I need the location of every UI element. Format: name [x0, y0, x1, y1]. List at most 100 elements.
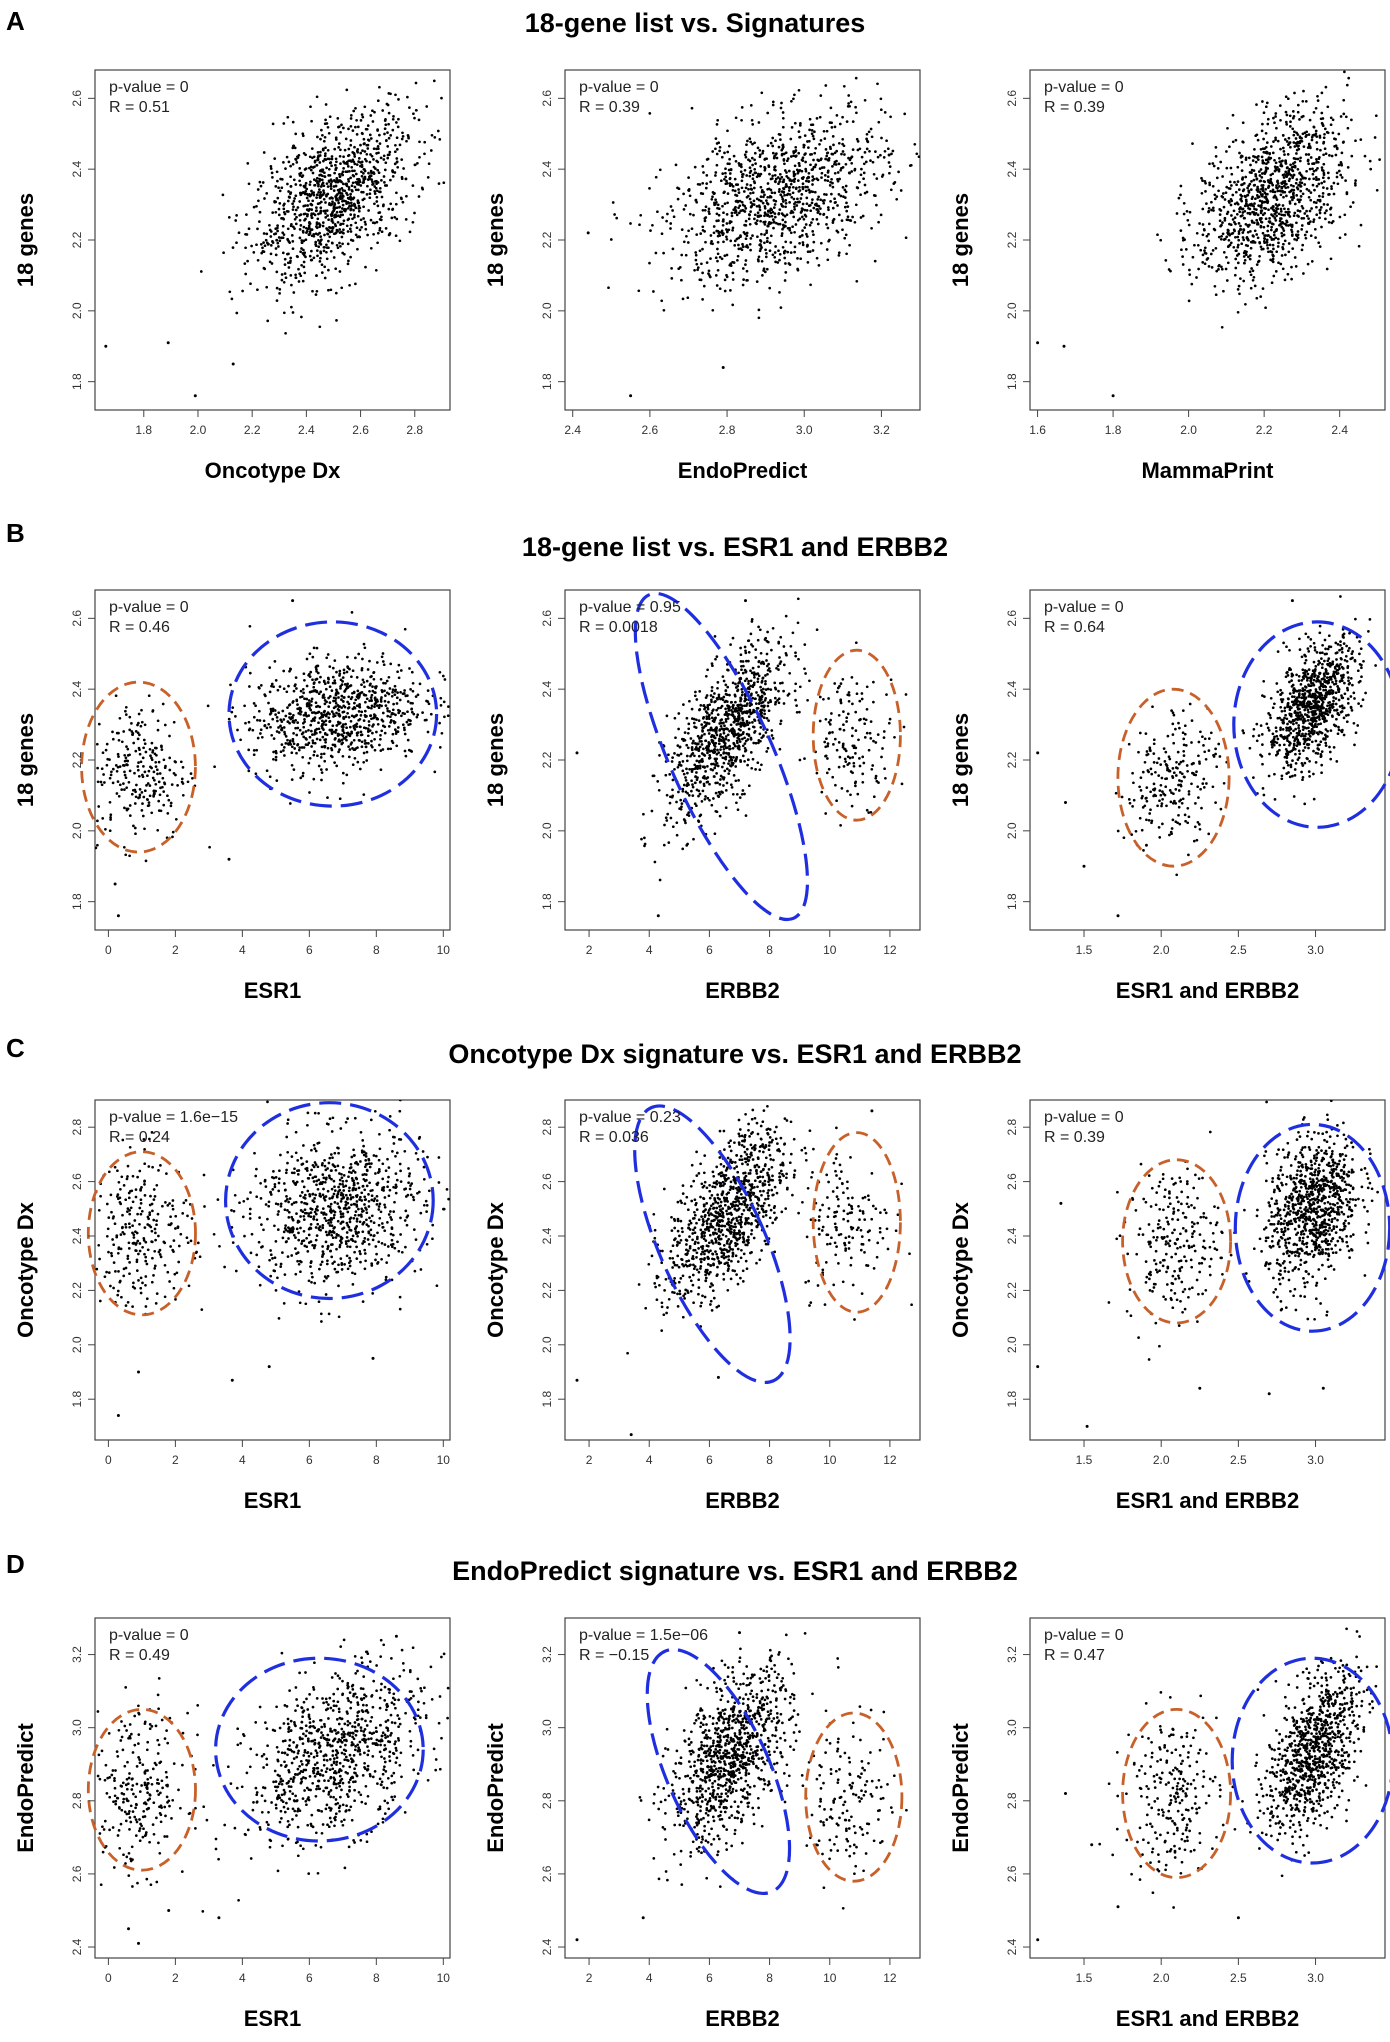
data-point — [356, 235, 359, 239]
data-point — [374, 698, 377, 702]
data-point — [330, 241, 334, 245]
data-point — [799, 257, 803, 261]
data-point — [1282, 180, 1285, 184]
data-point — [805, 202, 809, 206]
data-point — [162, 803, 166, 807]
data-point — [1236, 235, 1240, 239]
x-tick-label: 2 — [172, 943, 179, 957]
data-point — [108, 829, 112, 833]
data-point — [413, 211, 416, 215]
data-point — [279, 724, 282, 728]
data-point — [747, 217, 751, 221]
x-tick-label: 2.0 — [1180, 423, 1197, 437]
data-point — [735, 237, 739, 241]
data-point — [1270, 281, 1274, 285]
data-point — [383, 127, 387, 131]
data-point — [1260, 200, 1264, 203]
data-point — [685, 844, 689, 847]
data-point — [695, 262, 699, 266]
data-point — [798, 135, 802, 139]
data-point — [758, 153, 762, 157]
data-point — [1298, 141, 1302, 145]
data-point — [128, 814, 132, 817]
data-point — [700, 734, 704, 737]
data-point — [321, 723, 325, 726]
data-point — [1207, 222, 1211, 226]
data-point — [804, 672, 807, 675]
data-point — [1236, 243, 1240, 247]
data-point — [1347, 76, 1351, 80]
data-point — [725, 253, 729, 257]
data-point — [269, 244, 273, 247]
data-point — [347, 201, 351, 205]
data-point — [251, 728, 255, 732]
data-point — [305, 738, 308, 741]
data-point — [710, 662, 714, 665]
data-point — [274, 253, 278, 257]
data-point — [369, 714, 373, 717]
data-point — [392, 115, 395, 118]
data-point — [340, 210, 344, 214]
data-point — [784, 201, 788, 205]
data-point — [784, 205, 787, 209]
data-point — [763, 167, 767, 170]
data-point — [1249, 286, 1253, 290]
data-point — [384, 123, 388, 127]
data-point — [150, 758, 154, 762]
data-point — [341, 194, 345, 198]
data-point — [841, 137, 845, 141]
data-point — [666, 812, 670, 816]
data-point — [109, 813, 113, 817]
data-point — [402, 726, 406, 730]
data-point — [363, 169, 367, 173]
data-point — [270, 682, 274, 686]
data-point — [825, 129, 829, 133]
data-point — [825, 223, 828, 226]
data-point — [710, 197, 714, 201]
data-point — [783, 214, 787, 218]
data-point — [1335, 175, 1339, 179]
data-point — [766, 111, 770, 115]
data-point — [771, 103, 775, 107]
data-point — [833, 125, 837, 129]
data-point — [703, 208, 707, 212]
data-point — [330, 710, 334, 713]
data-point — [1276, 237, 1280, 241]
data-point — [401, 131, 404, 135]
data-point — [370, 739, 373, 743]
data-point — [1207, 210, 1210, 214]
data-point — [813, 203, 817, 206]
data-point — [353, 155, 357, 158]
data-point — [1215, 176, 1219, 180]
data-point — [356, 182, 359, 186]
data-point — [829, 200, 832, 203]
data-point — [292, 721, 296, 724]
data-point — [314, 232, 318, 236]
data-point — [1241, 183, 1244, 186]
data-point — [753, 181, 757, 185]
data-point — [354, 206, 358, 210]
data-point — [1232, 245, 1236, 249]
data-point — [897, 170, 900, 174]
data-point — [315, 193, 319, 197]
data-point — [753, 141, 756, 145]
y-tick-label: 2.0 — [70, 822, 84, 839]
data-point — [292, 199, 296, 203]
data-point — [284, 167, 287, 170]
data-point — [778, 656, 781, 659]
data-point — [810, 132, 814, 136]
data-point — [1217, 189, 1220, 193]
data-point — [395, 702, 399, 705]
data-point — [395, 696, 399, 700]
data-point — [360, 691, 364, 694]
data-point — [695, 233, 699, 236]
x-tick-label: 3.0 — [796, 423, 813, 437]
data-point — [829, 106, 833, 110]
data-point — [359, 733, 363, 737]
data-point — [1195, 276, 1198, 279]
data-point — [331, 681, 335, 685]
data-point — [346, 242, 350, 246]
data-point — [716, 259, 719, 263]
data-point — [378, 142, 382, 145]
data-point — [1318, 211, 1322, 215]
